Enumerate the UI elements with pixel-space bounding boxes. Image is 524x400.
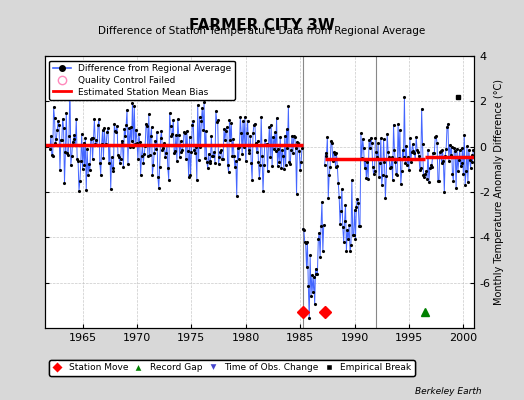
Text: Berkeley Earth: Berkeley Earth bbox=[416, 387, 482, 396]
Y-axis label: Monthly Temperature Anomaly Difference (°C): Monthly Temperature Anomaly Difference (… bbox=[494, 79, 505, 305]
Text: FARMER CITY 3W: FARMER CITY 3W bbox=[189, 18, 335, 33]
Legend: Station Move, Record Gap, Time of Obs. Change, Empirical Break: Station Move, Record Gap, Time of Obs. C… bbox=[49, 360, 415, 376]
Text: Difference of Station Temperature Data from Regional Average: Difference of Station Temperature Data f… bbox=[99, 26, 425, 36]
